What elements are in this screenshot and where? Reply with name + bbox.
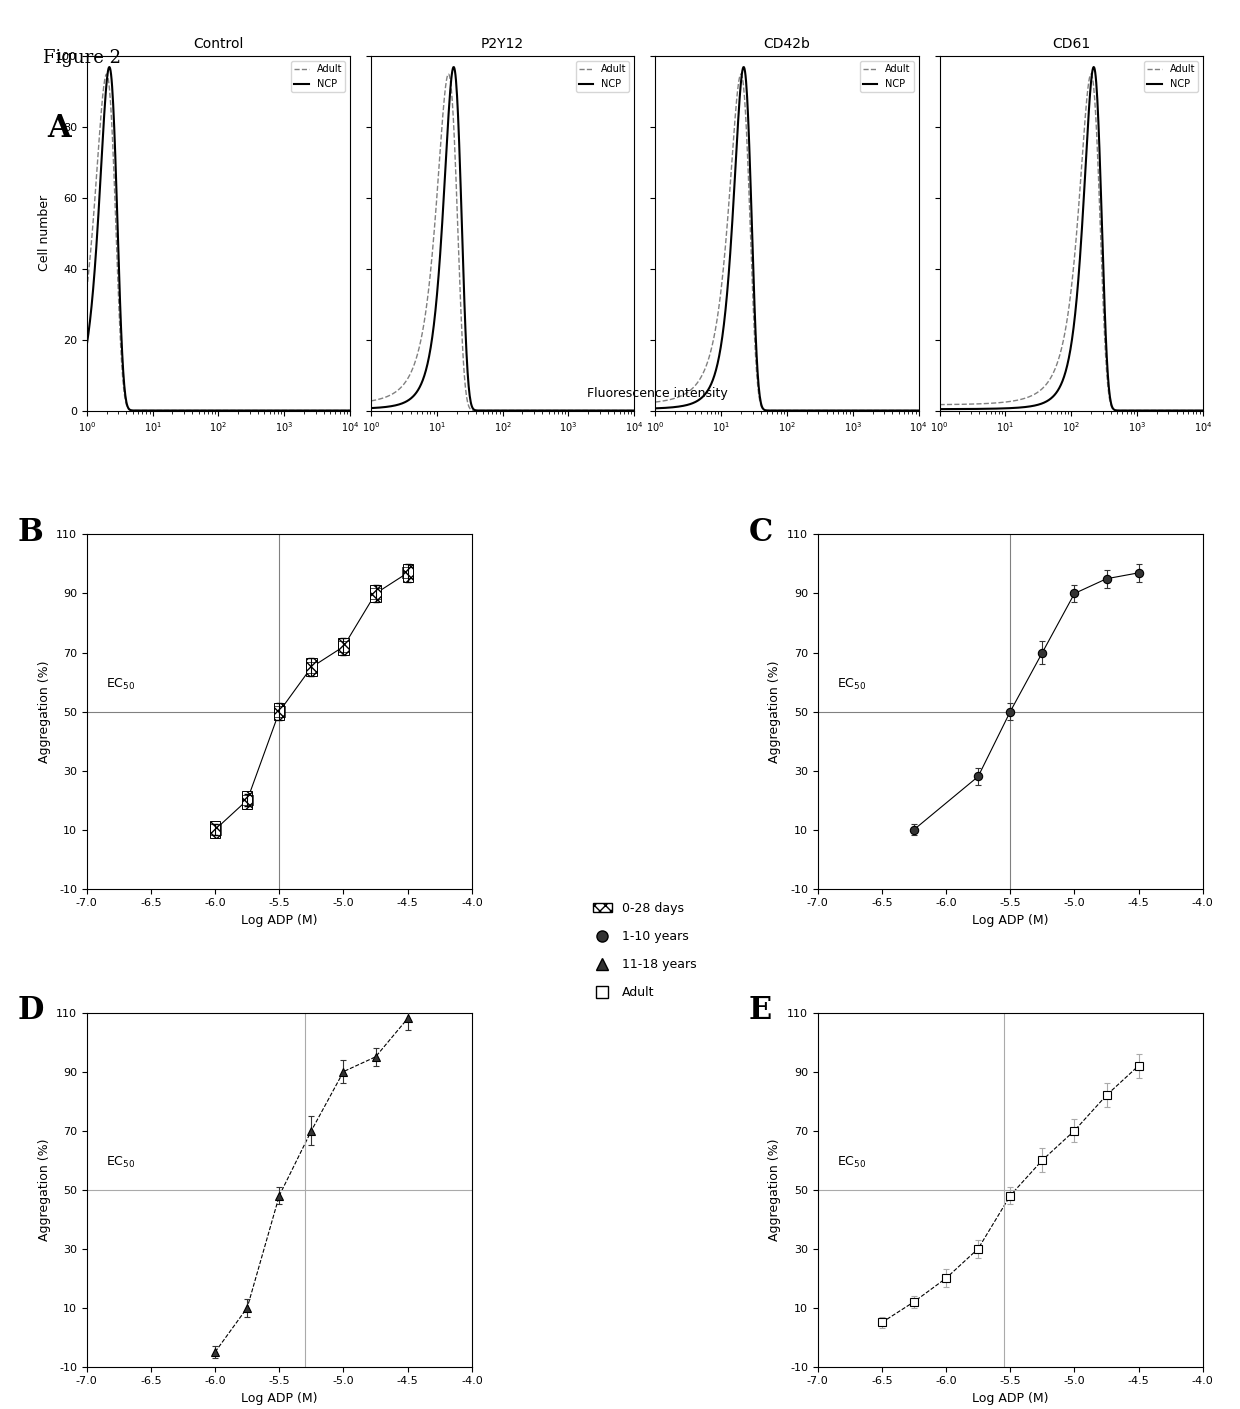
X-axis label: Log ADP (M): Log ADP (M) bbox=[241, 914, 317, 927]
Legend: Adult, NCP: Adult, NCP bbox=[291, 61, 345, 92]
Bar bbox=[371, 585, 381, 602]
Title: CD61: CD61 bbox=[1052, 37, 1090, 51]
Legend: 0-28 days, 1-10 years, 11-18 years, Adult: 0-28 days, 1-10 years, 11-18 years, Adul… bbox=[588, 898, 702, 1005]
Bar bbox=[274, 703, 284, 720]
Bar bbox=[242, 792, 253, 809]
Text: EC$_{50}$: EC$_{50}$ bbox=[837, 1155, 867, 1169]
Y-axis label: Aggregation (%): Aggregation (%) bbox=[769, 661, 781, 762]
Point bbox=[269, 700, 289, 723]
Point bbox=[206, 819, 226, 841]
Legend: Adult, NCP: Adult, NCP bbox=[1145, 61, 1198, 92]
Bar bbox=[339, 638, 348, 655]
Legend: Adult, NCP: Adult, NCP bbox=[861, 61, 914, 92]
Text: A: A bbox=[47, 113, 71, 144]
Text: C: C bbox=[749, 517, 773, 548]
Text: D: D bbox=[17, 995, 43, 1026]
Point bbox=[366, 582, 386, 604]
Text: B: B bbox=[17, 517, 43, 548]
Point bbox=[301, 657, 321, 679]
Point bbox=[237, 789, 257, 812]
Legend: Adult, NCP: Adult, NCP bbox=[575, 61, 630, 92]
X-axis label: Log ADP (M): Log ADP (M) bbox=[972, 914, 1049, 927]
Text: Fluorescence intensity: Fluorescence intensity bbox=[587, 387, 728, 400]
Text: E: E bbox=[749, 995, 771, 1026]
Y-axis label: Cell number: Cell number bbox=[37, 196, 51, 272]
Title: P2Y12: P2Y12 bbox=[481, 37, 525, 51]
X-axis label: Log ADP (M): Log ADP (M) bbox=[972, 1392, 1049, 1405]
Text: EC$_{50}$: EC$_{50}$ bbox=[107, 1155, 135, 1169]
Text: Figure 2: Figure 2 bbox=[43, 49, 122, 68]
Bar bbox=[306, 658, 316, 676]
Bar bbox=[210, 820, 221, 838]
Bar bbox=[403, 564, 413, 582]
Title: CD42b: CD42b bbox=[764, 37, 811, 51]
Text: EC$_{50}$: EC$_{50}$ bbox=[107, 676, 135, 692]
Text: EC$_{50}$: EC$_{50}$ bbox=[837, 676, 867, 692]
Y-axis label: Aggregation (%): Aggregation (%) bbox=[37, 1138, 51, 1241]
Title: Control: Control bbox=[193, 37, 243, 51]
Point bbox=[334, 635, 353, 658]
Point bbox=[398, 562, 418, 585]
X-axis label: Log ADP (M): Log ADP (M) bbox=[241, 1392, 317, 1405]
Y-axis label: Aggregation (%): Aggregation (%) bbox=[37, 661, 51, 762]
Y-axis label: Aggregation (%): Aggregation (%) bbox=[769, 1138, 781, 1241]
